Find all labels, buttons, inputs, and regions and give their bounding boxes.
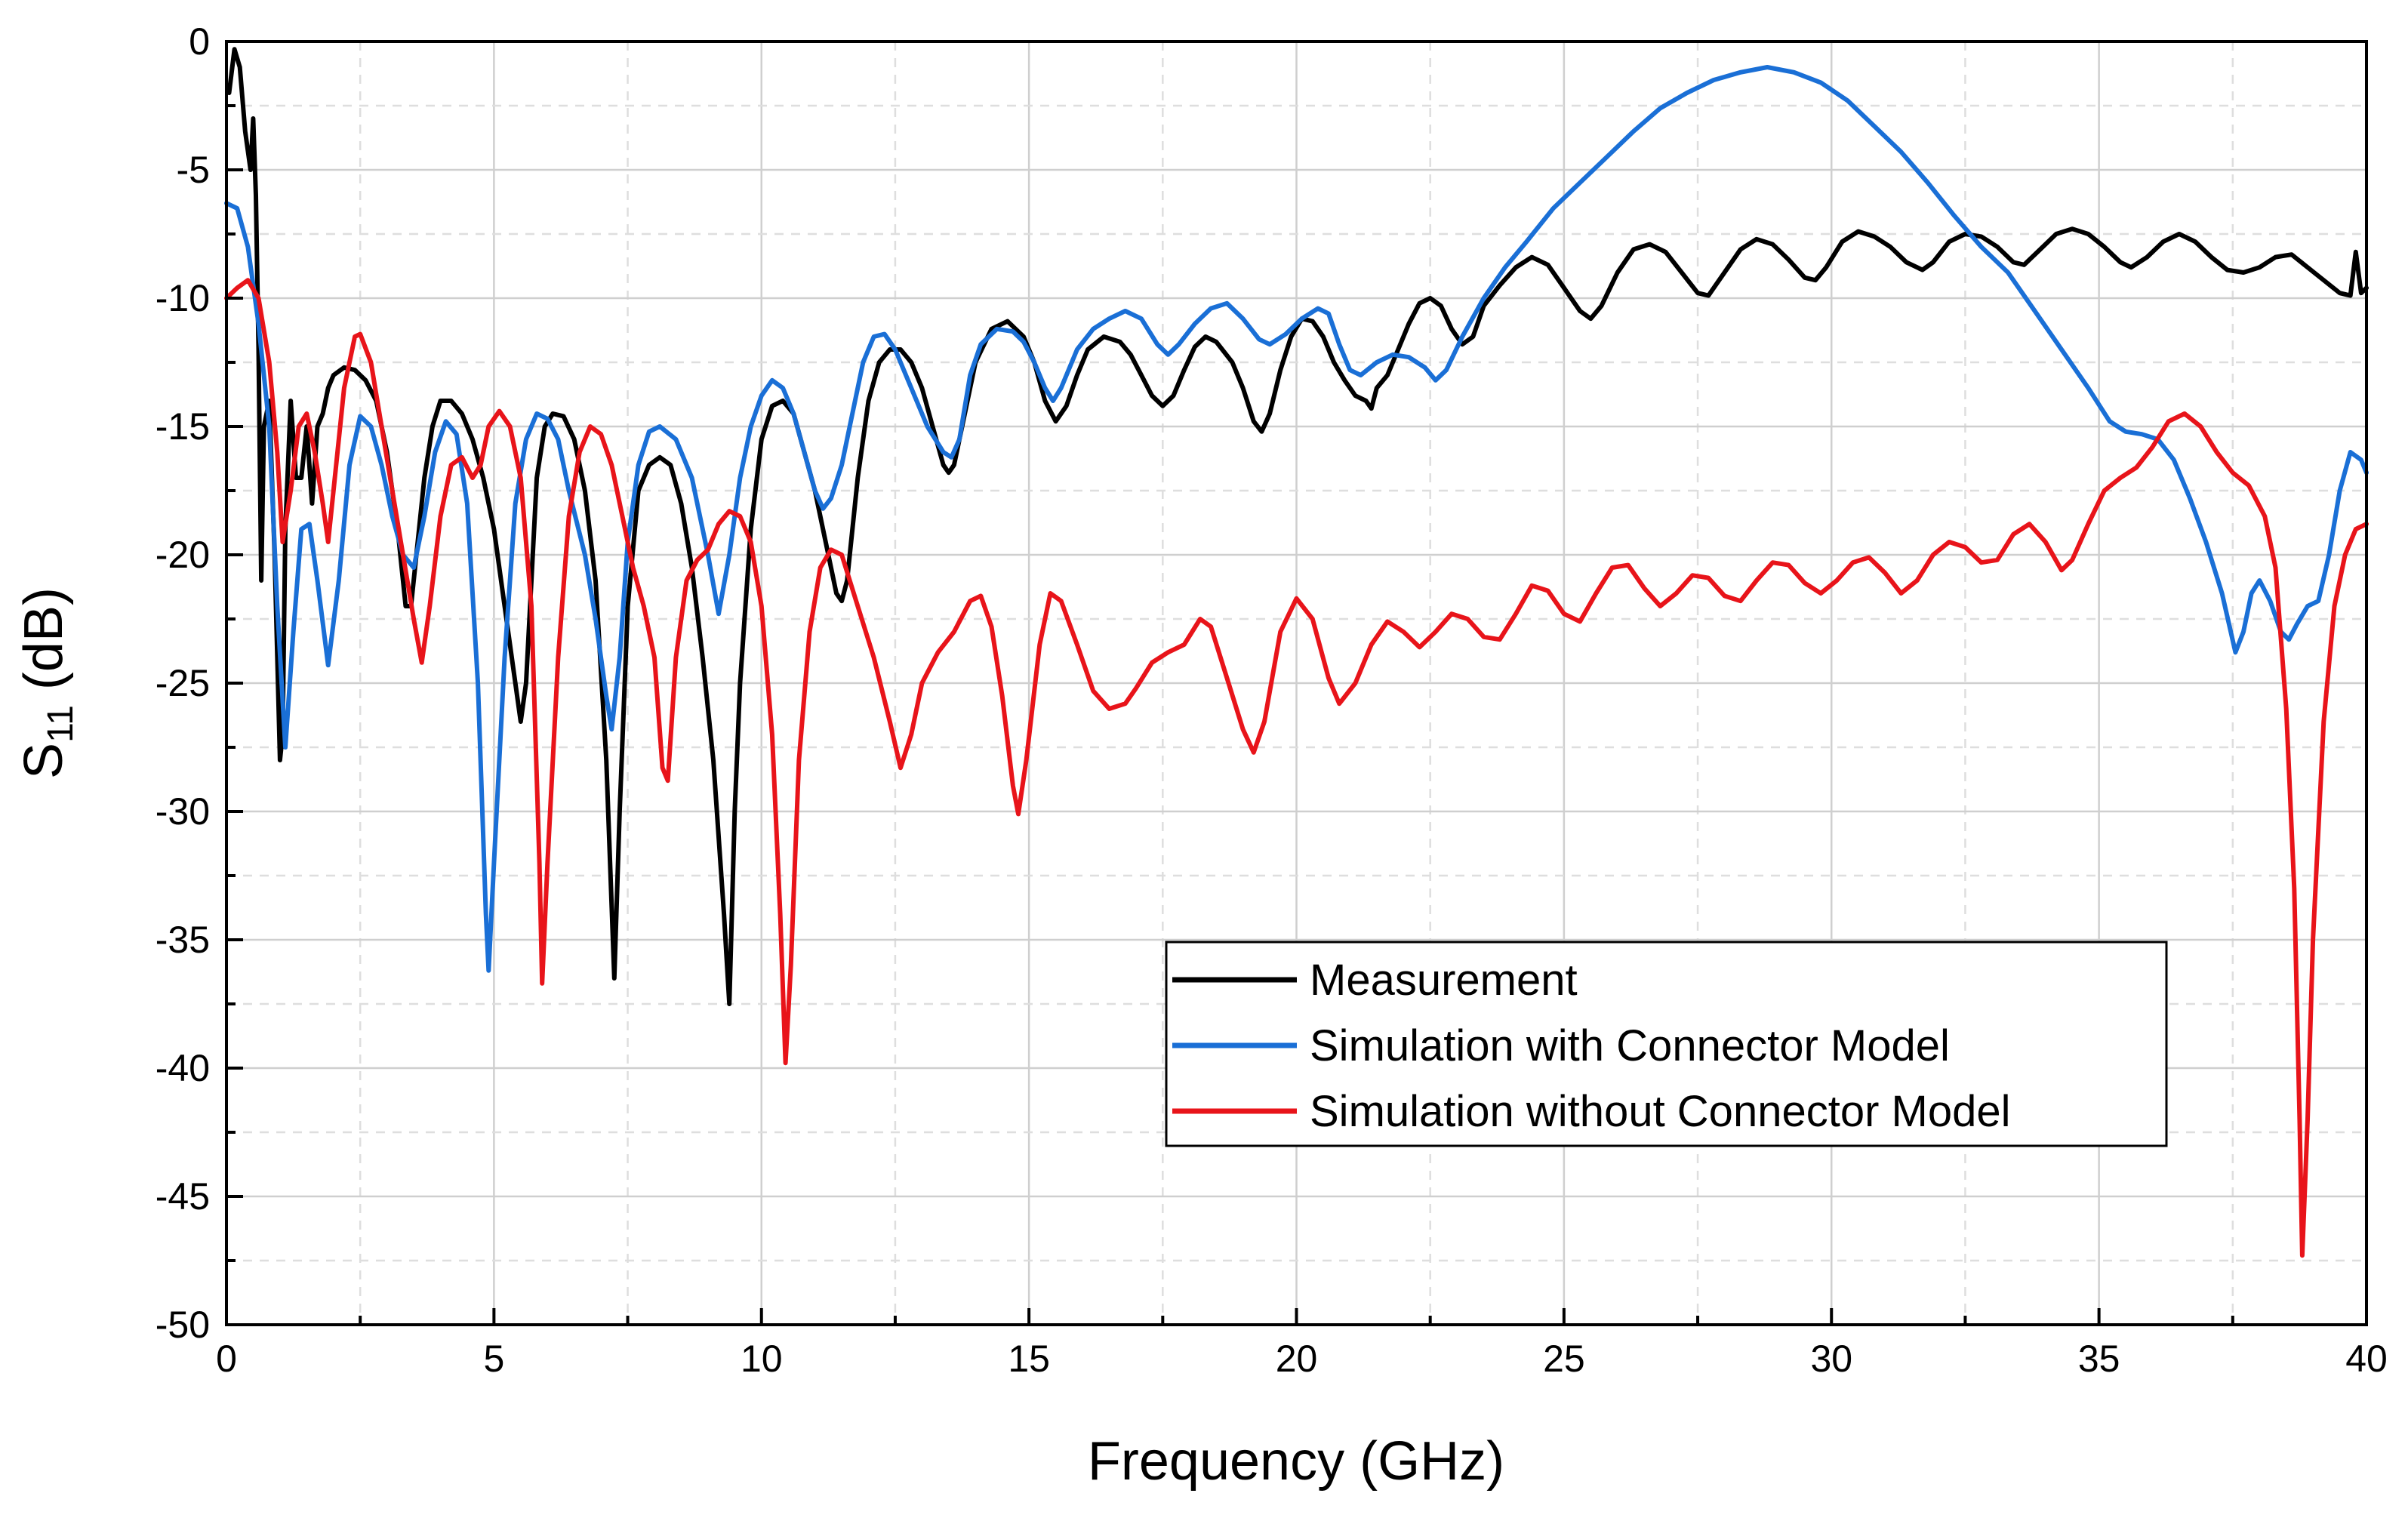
y-axis-title-subscript: 11 [41, 705, 81, 743]
data-series [224, 47, 2369, 1258]
x-tick-label: 10 [741, 1338, 783, 1380]
x-tick-labels: 0 5 10 15 20 25 30 35 40 [216, 1338, 2388, 1380]
y-tick-label: -30 [156, 790, 210, 833]
y-tick-label: -5 [177, 149, 210, 191]
x-tick-label: 25 [1543, 1338, 1585, 1380]
y-tick-labels: 0 -5 -10 -15 -20 -25 -30 -35 -40 -45 -50 [156, 20, 210, 1346]
x-tick-label: 35 [2078, 1338, 2120, 1380]
legend-label-sim-with-connector: Simulation with Connector Model [1310, 1021, 1950, 1070]
x-tick-label: 15 [1008, 1338, 1050, 1380]
x-tick-label: 5 [483, 1338, 504, 1380]
y-axis-title-unit: (dB) [14, 587, 74, 705]
y-tick-label: -10 [156, 277, 210, 319]
x-tick-label: 40 [2345, 1338, 2388, 1380]
series-measurement [226, 47, 2369, 1006]
legend: Measurement Simulation with Connector Mo… [1165, 941, 2168, 1147]
axis-ticks [225, 40, 2368, 1326]
x-axis-title: Frequency (GHz) [1088, 1431, 1504, 1492]
y-tick-label: -20 [156, 534, 210, 576]
x-tick-label: 0 [216, 1338, 237, 1380]
x-tick-label: 20 [1276, 1338, 1318, 1380]
y-axis-title: S11 (dB) [14, 587, 81, 779]
y-tick-label: -35 [156, 919, 210, 961]
legend-label-sim-without-connector: Simulation without Connector Model [1310, 1087, 2010, 1136]
legend-label-measurement: Measurement [1310, 956, 1578, 1005]
legend-box [1165, 941, 2168, 1147]
y-tick-label: -15 [156, 405, 210, 448]
series-sim-with-connector [224, 65, 2369, 973]
y-tick-label: -45 [156, 1175, 210, 1218]
y-tick-label: 0 [189, 20, 210, 63]
y-axis-title-main: S [14, 743, 74, 779]
y-tick-label: -25 [156, 662, 210, 704]
y-tick-label: -50 [156, 1304, 210, 1346]
series-sim-without-connector [224, 278, 2369, 1258]
y-tick-label: -40 [156, 1047, 210, 1089]
x-tick-label: 30 [1810, 1338, 1852, 1380]
